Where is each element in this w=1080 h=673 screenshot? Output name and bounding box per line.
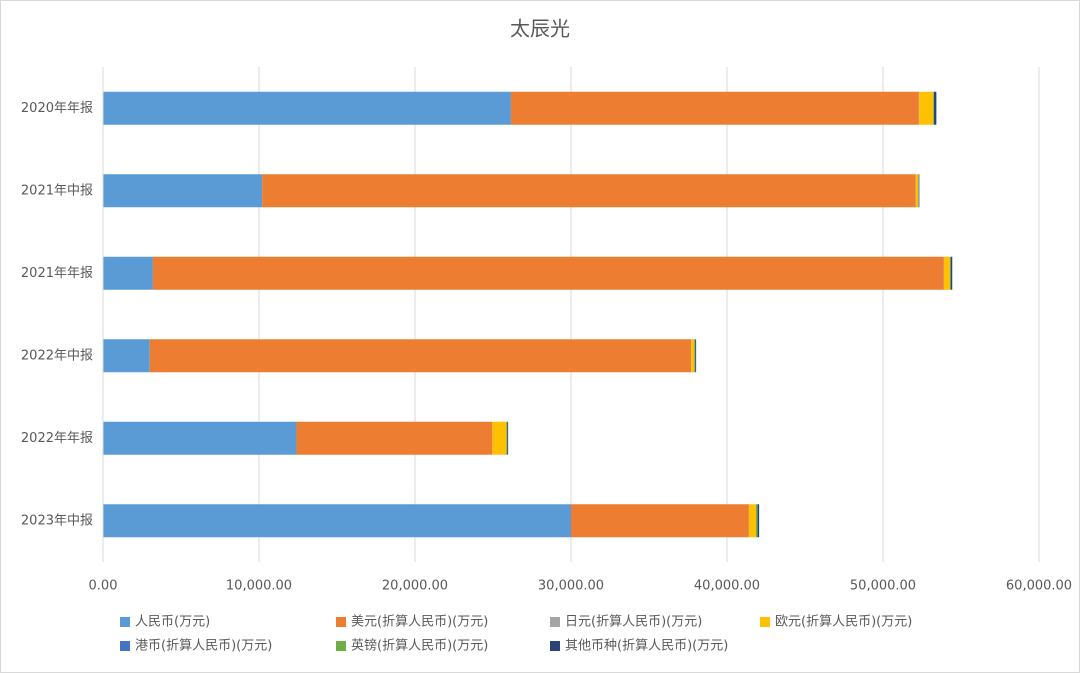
- legend-swatch: [760, 617, 770, 627]
- y-tick-label: 2023年中报: [21, 513, 93, 528]
- bar-segment: [757, 504, 760, 538]
- legend-swatch: [336, 641, 346, 651]
- x-tick-label: 0.00: [89, 579, 118, 594]
- y-tick-label: 2022年中报: [21, 348, 93, 363]
- bar-segment: [262, 174, 916, 208]
- bar-segment: [506, 421, 508, 455]
- bar-segment: [950, 256, 953, 290]
- bar-segment: [933, 91, 935, 125]
- bar-segment: [152, 256, 944, 290]
- bar-segment: [103, 504, 571, 538]
- legend-swatch: [550, 641, 560, 651]
- y-tick-label: 2021年中报: [21, 183, 93, 198]
- x-tick-label: 40,000.00: [694, 579, 760, 594]
- bar-segment: [571, 504, 749, 538]
- bar-segment: [103, 339, 150, 373]
- x-tick-label: 10,000.00: [226, 579, 292, 594]
- chart-title: 太辰光: [510, 17, 570, 41]
- bar-segment: [934, 91, 937, 125]
- bar-segment: [748, 504, 757, 538]
- bar-segment: [103, 91, 511, 125]
- legend-label: 人民币(万元): [135, 615, 210, 630]
- bar-segment: [918, 174, 920, 208]
- bar-segment: [949, 256, 951, 290]
- bar-segment: [149, 339, 692, 373]
- bar-segment: [103, 421, 297, 455]
- y-tick-label: 2022年年报: [21, 431, 93, 446]
- legend-label: 其他币种(折算人民币)(万元): [565, 639, 728, 654]
- legend-label: 港币(折算人民币)(万元): [135, 639, 272, 654]
- legend-swatch: [336, 617, 346, 627]
- y-tick-label: 2021年年报: [21, 266, 93, 281]
- legend-swatch: [120, 617, 130, 627]
- bar-segment: [756, 504, 758, 538]
- bar-segment: [507, 421, 509, 455]
- bar-segment: [943, 256, 950, 290]
- bar-segment: [691, 339, 695, 373]
- x-tick-label: 30,000.00: [538, 579, 604, 594]
- bar-segment: [915, 174, 919, 208]
- bar-segment: [103, 256, 153, 290]
- legend-label: 日元(折算人民币)(万元): [565, 615, 702, 630]
- y-tick-label: 2020年年报: [21, 101, 93, 116]
- bar-segment: [510, 91, 919, 125]
- bar-segment: [103, 174, 263, 208]
- bar-segment: [919, 91, 934, 125]
- x-tick-label: 60,000.00: [1006, 579, 1072, 594]
- legend-label: 美元(折算人民币)(万元): [351, 615, 488, 630]
- legend-swatch: [120, 641, 130, 651]
- x-tick-label: 20,000.00: [382, 579, 448, 594]
- bar-segment: [695, 339, 697, 373]
- bar-segment: [296, 421, 493, 455]
- bar-segment: [694, 339, 696, 373]
- legend-label: 英镑(折算人民币)(万元): [351, 638, 488, 654]
- legend-swatch: [550, 617, 560, 627]
- bar-segment: [492, 421, 507, 455]
- x-tick-label: 50,000.00: [850, 579, 916, 594]
- legend-label: 欧元(折算人民币)(万元): [775, 615, 912, 630]
